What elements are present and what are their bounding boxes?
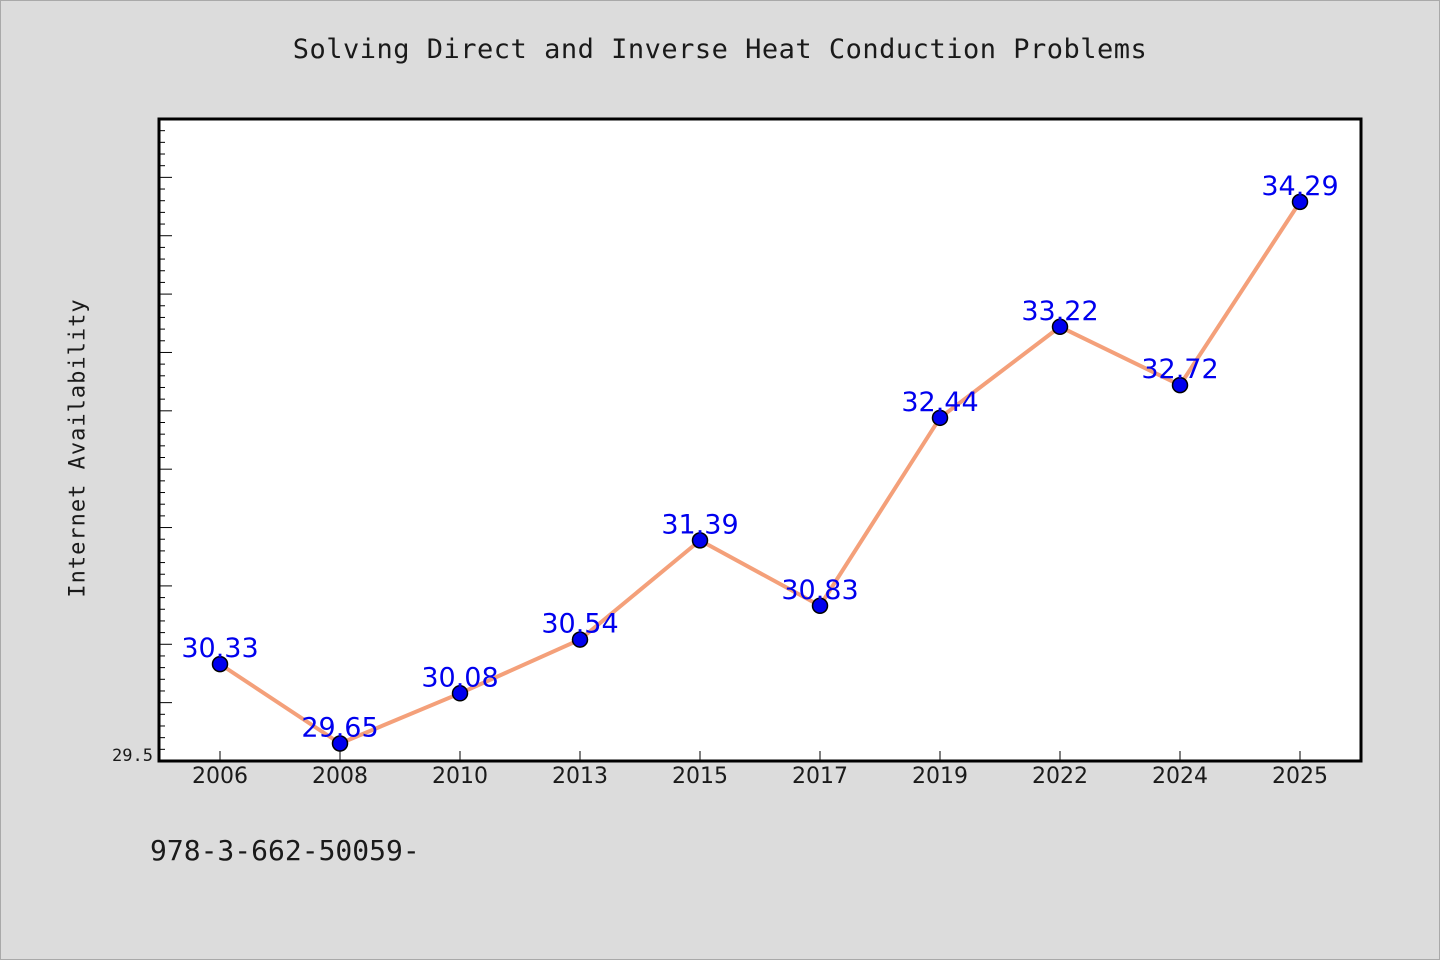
data-label: 31.39 [661, 509, 738, 540]
data-point [1291, 193, 1309, 211]
x-axis-ticks: 2006 2008 2010 2013 2015 2017 2019 2022 2024 2025 [192, 751, 1328, 789]
x-tick-label: 2006 [192, 764, 248, 789]
y-tick-label: 29.5 [112, 746, 153, 766]
x-tick-label: 2017 [792, 764, 848, 789]
data-label: 30.83 [781, 575, 858, 606]
data-label: 30.33 [181, 633, 258, 664]
data-point [691, 532, 709, 549]
x-tick-label: 2022 [1032, 764, 1088, 789]
data-point [211, 655, 229, 673]
data-label: 32.72 [1141, 354, 1218, 385]
data-point [1171, 376, 1189, 394]
data-point [571, 631, 589, 648]
series-layer: 30.33 29.65 30.08 30.54 31.39 30.83 32.44 33.22… [181, 171, 1339, 752]
data-label: 29.65 [301, 712, 378, 743]
footer-code: 978-3-662-50059- [150, 834, 420, 867]
data-point [331, 735, 349, 752]
series-line [218, 199, 1302, 746]
data-label: 30.08 [421, 662, 498, 693]
x-tick-label: 2019 [912, 764, 968, 789]
chart-title: Solving Direct and Inverse Heat Conducti… [292, 34, 1148, 65]
data-point [931, 409, 949, 427]
x-tick-label: 2024 [1152, 764, 1208, 789]
x-tick-label: 2010 [432, 764, 488, 789]
data-label: 34.29 [1261, 171, 1338, 202]
x-tick-label: 2013 [552, 764, 608, 789]
y-axis-ticks: 29.5 [112, 118, 172, 766]
data-label: 30.54 [541, 609, 618, 640]
x-tick-label: 2015 [672, 764, 728, 789]
x-tick-label: 2008 [312, 764, 368, 789]
data-point [1051, 318, 1069, 336]
data-label: 33.22 [1021, 296, 1098, 327]
x-tick-label: 2025 [1272, 764, 1328, 789]
data-point [451, 685, 469, 702]
data-label: 32.44 [901, 387, 978, 418]
data-point [811, 597, 829, 615]
plot-area [157, 117, 1363, 763]
